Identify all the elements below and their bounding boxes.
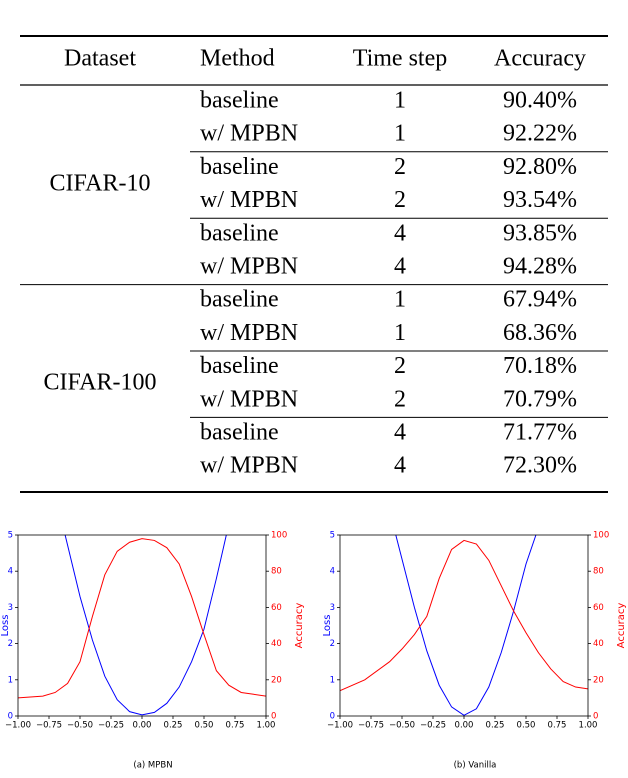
x-tick-label: −0.50 [67, 721, 93, 731]
y2-tick-label: 100 [271, 531, 287, 541]
y-tick-label: 1 [330, 675, 335, 685]
dataset-cell: CIFAR-100 [44, 370, 157, 396]
table-cell: 4 [394, 453, 406, 479]
y2-axis-label: Accuracy [616, 603, 627, 649]
y-tick-label: 5 [8, 531, 13, 541]
y-tick-label: 4 [330, 567, 335, 577]
header-cell: Dataset [64, 46, 136, 72]
x-tick-label: 0.75 [548, 721, 567, 731]
header-cell: Method [200, 46, 275, 72]
y2-tick-label: 20 [593, 675, 604, 685]
table-cell: 70.18% [503, 353, 577, 379]
table-cell: 2 [394, 187, 406, 213]
x-tick-label: −0.50 [389, 721, 415, 731]
caption: (a) MPBN [133, 761, 172, 771]
table-cell: baseline [200, 287, 279, 313]
x-tick-label: 0.50 [517, 721, 536, 731]
dataset-cell: CIFAR-10 [50, 171, 151, 197]
y-tick-label: 2 [8, 639, 13, 649]
y2-tick-label: 80 [271, 567, 282, 577]
y-axis-label: Loss [0, 615, 11, 637]
y-tick-label: 0 [330, 712, 335, 722]
x-tick-label: −0.75 [36, 721, 62, 731]
y-tick-label: 3 [8, 603, 13, 613]
table-cell: 1 [394, 121, 406, 147]
x-tick-label: −1.00 [327, 721, 353, 731]
series-line [395, 535, 537, 716]
x-tick-label: 0.25 [164, 721, 183, 731]
y2-tick-label: 60 [593, 603, 604, 613]
table-cell: 68.36% [503, 320, 577, 346]
x-tick-label: 0.50 [195, 721, 214, 731]
table: Dataset Method Time step Accuracy CIFAR-10 ba… [20, 35, 608, 493]
table-cell: 90.40% [503, 88, 577, 114]
x-tick-label: 1.00 [579, 721, 598, 731]
table-cell: 94.28% [503, 254, 577, 280]
table-cell: w/ MPBN [200, 453, 298, 479]
table-cell: 4 [394, 420, 406, 446]
y-tick-label: 0 [8, 712, 13, 722]
y-axis-label: Loss [322, 615, 333, 637]
table-cell: w/ MPBN [200, 121, 298, 147]
table-cell: 2 [394, 154, 406, 180]
x-tick-label: 0.75 [226, 721, 245, 731]
plot-frame [17, 534, 267, 717]
table-cell: w/ MPBN [200, 254, 298, 280]
y2-tick-label: 80 [593, 567, 604, 577]
table-cell: 2 [394, 353, 406, 379]
y2-tick-label: 60 [271, 603, 282, 613]
header-cell: Accuracy [494, 46, 586, 72]
series-line [64, 535, 227, 716]
x-tick-label: −1.00 [5, 721, 31, 731]
table-cell: 72.30% [503, 453, 577, 479]
table-cell: w/ MPBN [200, 320, 298, 346]
table-cell: baseline [200, 154, 279, 180]
table-cell: baseline [200, 420, 279, 446]
y2-tick-label: 20 [271, 675, 282, 685]
x-tick-label: −0.75 [358, 721, 384, 731]
x-tick-label: −0.25 [98, 721, 124, 731]
x-tick-label: 0.25 [486, 721, 505, 731]
y-tick-label: 3 [330, 603, 335, 613]
y2-tick-label: 100 [593, 531, 609, 541]
x-tick-label: 0.00 [455, 721, 474, 731]
table-cell: 71.77% [503, 420, 577, 446]
series-line [340, 539, 588, 692]
y2-tick-label: 0 [593, 712, 598, 722]
y-tick-label: 5 [330, 531, 335, 541]
y2-tick-label: 40 [271, 639, 282, 649]
table-cell: 1 [394, 88, 406, 114]
table-cell: 93.85% [503, 220, 577, 246]
table-cell: 92.22% [503, 121, 577, 147]
table-cell: baseline [200, 220, 279, 246]
y2-tick-label: 40 [593, 639, 604, 649]
series-line [18, 538, 266, 699]
caption: (b) Vanilla [454, 761, 497, 771]
plot-frame [339, 534, 589, 717]
y2-tick-label: 0 [271, 712, 276, 722]
table-cell: 70.79% [503, 386, 577, 412]
table-cell: w/ MPBN [200, 187, 298, 213]
x-tick-label: 1.00 [257, 721, 276, 731]
charts: −1.00 −0.75 −0.50 −0.25 0.00 0.25 0.50 0.75 1.00… [0, 531, 627, 771]
table-cell: 4 [394, 220, 406, 246]
y-tick-label: 1 [8, 675, 13, 685]
table-cell: 67.94% [503, 287, 577, 313]
header-cell: Time step [353, 46, 447, 72]
y2-axis-label: Accuracy [294, 603, 305, 649]
table-cell: 1 [394, 287, 406, 313]
y-tick-label: 2 [330, 639, 335, 649]
table-cell: baseline [200, 88, 279, 114]
y-tick-label: 4 [8, 567, 13, 577]
table-cell: baseline [200, 353, 279, 379]
table-cell: 93.54% [503, 187, 577, 213]
table-cell: 4 [394, 254, 406, 280]
table-cell: 1 [394, 320, 406, 346]
table-cell: 2 [394, 386, 406, 412]
x-tick-label: −0.25 [420, 721, 446, 731]
table-cell: w/ MPBN [200, 386, 298, 412]
x-tick-label: 0.00 [133, 721, 152, 731]
table-cell: 92.80% [503, 154, 577, 180]
